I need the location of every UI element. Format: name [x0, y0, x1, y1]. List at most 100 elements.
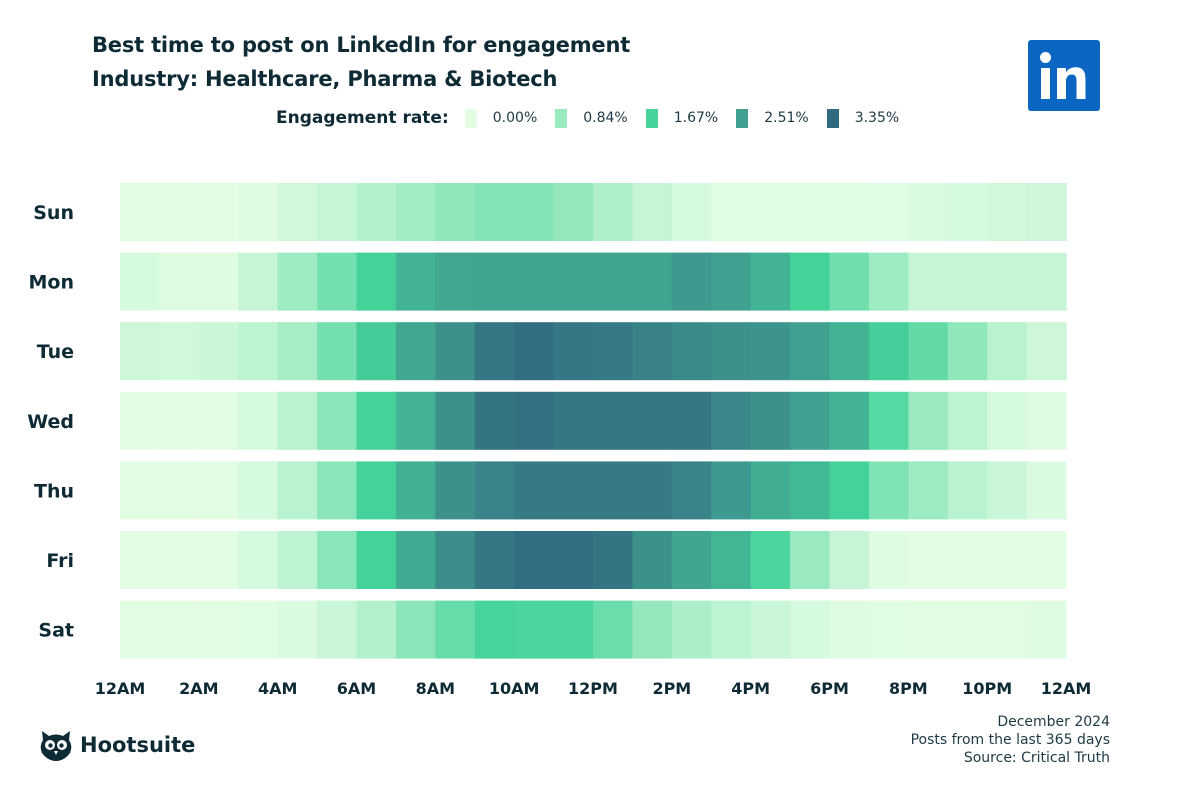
heatmap-cell: [395, 322, 436, 381]
heatmap-cell: [198, 531, 239, 589]
heatmap-cell: [987, 252, 1028, 311]
legend-item: 2.51%: [736, 108, 809, 128]
x-tick-label: 4AM: [258, 679, 297, 698]
heatmap-cell: [159, 183, 200, 241]
hootsuite-wordmark: Hootsuite: [80, 733, 196, 757]
heatmap-cell: [1026, 252, 1067, 311]
heatmap-cell: [1026, 461, 1067, 520]
heatmap-cell: [474, 531, 515, 589]
heatmap-cell: [474, 600, 515, 659]
x-tick-label: 2PM: [652, 679, 691, 698]
footer-period: Posts from the last 365 days: [910, 732, 1110, 748]
heatmap-cell: [553, 600, 594, 659]
y-tick-label: Thu: [34, 480, 74, 502]
legend-swatch: [555, 108, 568, 128]
heatmap-cell: [750, 391, 791, 450]
heatmap-cell: [553, 252, 594, 311]
heatmap-cell: [632, 183, 673, 241]
heatmap-cell: [1026, 600, 1067, 659]
linkedin-logo: [1028, 40, 1100, 111]
y-tick-label: Mon: [29, 272, 75, 294]
heatmap-cell: [711, 391, 752, 450]
heatmap-cell: [238, 461, 279, 520]
legend-label: 1.67%: [673, 110, 719, 126]
heatmap-cell: [632, 391, 673, 450]
heatmap-cell: [908, 600, 949, 659]
heatmap-cell: [238, 600, 279, 659]
heatmap-cell: [829, 531, 870, 589]
heatmap-cell: [829, 600, 870, 659]
heatmap-cell: [395, 600, 436, 659]
heatmap-cell: [632, 322, 673, 381]
heatmap-cell: [671, 391, 712, 450]
heatmap-cell: [356, 183, 397, 241]
legend-label: 3.35%: [854, 110, 900, 126]
heatmap-cell: [277, 461, 318, 520]
heatmap-cell: [277, 531, 318, 589]
heatmap-cell: [198, 322, 239, 381]
legend-swatch: [645, 108, 658, 128]
linkedin-icon: [1040, 52, 1086, 99]
heatmap-cell: [868, 531, 909, 589]
heatmap-cell: [238, 391, 279, 450]
heatmap-cell: [593, 391, 634, 450]
x-tick-label: 12AM: [95, 679, 146, 698]
heatmap-cell: [711, 252, 752, 311]
heatmap-cell: [277, 183, 318, 241]
x-tick-label: 6AM: [337, 679, 376, 698]
legend-label: 0.00%: [492, 110, 538, 126]
heatmap-cell: [947, 183, 988, 241]
heatmap-cell: [198, 461, 239, 520]
heatmap-cell: [987, 461, 1028, 520]
heatmap-cell: [120, 322, 161, 381]
heatmap-cell: [395, 461, 436, 520]
heatmap-cell: [514, 391, 555, 450]
heatmap-cell: [395, 183, 436, 241]
heatmap-cell: [435, 531, 476, 589]
heatmap-cell: [395, 391, 436, 450]
heatmap-cell: [908, 322, 949, 381]
heatmap-cell: [514, 600, 555, 659]
heatmap-cell: [593, 600, 634, 659]
heatmap-cell: [120, 600, 161, 659]
heatmap-cell: [435, 461, 476, 520]
heatmap-cell: [356, 531, 397, 589]
heatmap-cell: [671, 600, 712, 659]
heatmap-cell: [317, 252, 358, 311]
heatmap-cell: [671, 252, 712, 311]
heatmap-cell: [159, 391, 200, 450]
legend-swatch: [826, 108, 839, 128]
heatmap-cell: [159, 531, 200, 589]
heatmap-cell: [120, 391, 161, 450]
heatmap-cell: [198, 600, 239, 659]
heatmap-cell: [671, 183, 712, 241]
heatmap-cell: [435, 391, 476, 450]
heatmap-cell: [908, 391, 949, 450]
heatmap-cell: [553, 183, 594, 241]
heatmap-cell: [198, 183, 239, 241]
x-tick-label: 8PM: [889, 679, 928, 698]
heatmap-cell: [908, 461, 949, 520]
heatmap-cell: [198, 391, 239, 450]
heatmap-cell: [947, 531, 988, 589]
heatmap-cell: [908, 531, 949, 589]
heatmap-cell: [908, 252, 949, 311]
heatmap-cell: [750, 600, 791, 659]
heatmap-cell: [238, 322, 279, 381]
heatmap-cell: [435, 252, 476, 311]
heatmap-cell: [632, 600, 673, 659]
x-tick-label: 4PM: [731, 679, 770, 698]
heatmap-cell: [868, 252, 909, 311]
heatmap-cell: [514, 183, 555, 241]
heatmap-cell: [120, 252, 161, 311]
footer-source: Source: Critical Truth: [963, 750, 1110, 766]
heatmap-cell: [947, 322, 988, 381]
heatmap-cell: [553, 322, 594, 381]
heatmap-cell: [593, 252, 634, 311]
heatmap-cell: [356, 600, 397, 659]
heatmap-cell: [711, 600, 752, 659]
heatmap-cell: [238, 183, 279, 241]
heatmap-cell: [120, 183, 161, 241]
heatmap-cell: [553, 531, 594, 589]
